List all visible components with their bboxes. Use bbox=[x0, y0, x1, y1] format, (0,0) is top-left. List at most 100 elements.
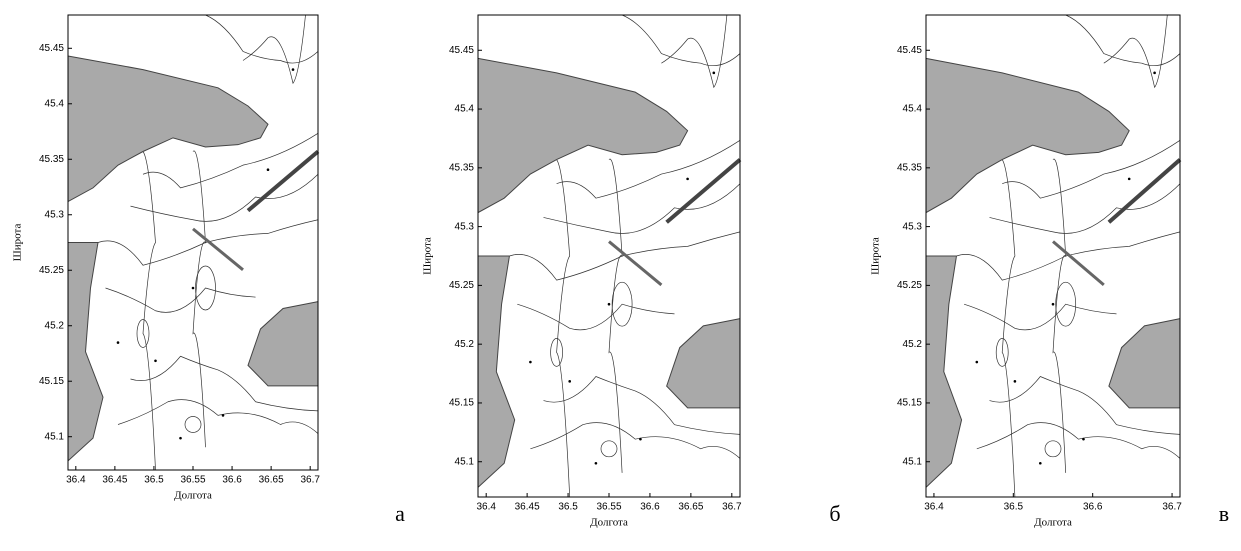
y-tick-label: 45.1 bbox=[903, 456, 923, 467]
contour-loop bbox=[184, 416, 202, 433]
y-tick-label: 45.2 bbox=[903, 339, 923, 350]
y-tick-label: 45.4 bbox=[455, 104, 475, 115]
land bbox=[925, 57, 1130, 214]
contour-line bbox=[142, 133, 319, 189]
contour-loop bbox=[136, 319, 150, 348]
contour-line bbox=[989, 376, 1181, 435]
x-tick-label: 36.4 bbox=[476, 502, 496, 513]
station-dot bbox=[568, 380, 571, 383]
contour-loop bbox=[195, 265, 216, 311]
y-tick-label: 45.1 bbox=[455, 456, 475, 467]
station-dot bbox=[1127, 177, 1131, 181]
station-dot bbox=[529, 360, 532, 364]
contour-line bbox=[530, 422, 741, 459]
island bbox=[1052, 240, 1105, 287]
spit bbox=[1107, 158, 1182, 224]
station-dot bbox=[607, 302, 611, 306]
station-dot bbox=[221, 414, 225, 417]
panel-label: б bbox=[829, 501, 840, 526]
contour-loop bbox=[995, 338, 1009, 367]
station-dot bbox=[179, 436, 182, 440]
station-dot bbox=[975, 360, 979, 364]
y-axis-label: Широта bbox=[870, 237, 882, 275]
x-tick-label: 36.7 bbox=[722, 502, 742, 513]
station-dot bbox=[594, 461, 598, 465]
y-tick-label: 45.45 bbox=[897, 45, 922, 56]
station-dot bbox=[686, 177, 689, 181]
y-tick-label: 45.25 bbox=[897, 280, 922, 291]
land bbox=[925, 255, 963, 489]
station-dot bbox=[639, 437, 642, 441]
contour-line bbox=[105, 287, 256, 313]
land bbox=[477, 57, 689, 214]
x-tick-label: 36.65 bbox=[678, 502, 703, 513]
y-tick-label: 45.3 bbox=[903, 221, 923, 232]
contour-line bbox=[242, 14, 306, 85]
contour-line bbox=[989, 183, 1181, 234]
x-tick-label: 36.6 bbox=[640, 502, 660, 513]
land bbox=[1108, 318, 1181, 409]
y-tick-label: 45.35 bbox=[449, 162, 474, 173]
x-tick-label: 36.7 bbox=[1162, 502, 1182, 513]
contour-line bbox=[1002, 140, 1181, 199]
y-axis-label: Широта bbox=[12, 224, 24, 262]
y-tick-label: 45.3 bbox=[455, 221, 475, 232]
contour-line bbox=[192, 150, 206, 448]
y-tick-label: 45.35 bbox=[897, 162, 922, 173]
contour-loop bbox=[1044, 440, 1062, 458]
contour-line bbox=[543, 183, 741, 234]
contour-loop bbox=[550, 338, 563, 367]
x-axis-label: Долгота bbox=[1034, 517, 1072, 529]
station-dot bbox=[1013, 380, 1017, 383]
y-tick-label: 45.1 bbox=[45, 431, 65, 442]
contour-line bbox=[556, 159, 571, 498]
y-tick-label: 45.4 bbox=[903, 104, 923, 115]
contour-line bbox=[1052, 158, 1067, 473]
x-tick-label: 36.5 bbox=[1004, 502, 1024, 513]
map-panel bbox=[477, 14, 742, 498]
x-tick-label: 36.4 bbox=[924, 502, 944, 513]
spit bbox=[665, 158, 742, 224]
contour-line bbox=[963, 303, 1117, 331]
contour-line bbox=[130, 174, 319, 222]
y-tick-label: 45.4 bbox=[45, 98, 65, 109]
x-tick-label: 36.5 bbox=[144, 475, 164, 486]
island bbox=[608, 240, 663, 287]
land bbox=[666, 318, 741, 409]
contour-line bbox=[205, 14, 319, 64]
contour-line bbox=[1001, 159, 1016, 498]
island bbox=[192, 227, 244, 271]
x-axis-label: Долгота bbox=[174, 490, 212, 502]
contour-line bbox=[556, 140, 741, 199]
station-dot bbox=[191, 286, 195, 290]
y-tick-label: 45.45 bbox=[39, 43, 64, 54]
station-dot bbox=[1082, 437, 1085, 441]
y-axis-label: Широта bbox=[422, 237, 434, 275]
x-tick-label: 36.4 bbox=[66, 475, 86, 486]
land bbox=[247, 301, 319, 387]
station-dot bbox=[1153, 71, 1156, 75]
x-tick-label: 36.6 bbox=[1083, 502, 1103, 513]
y-tick-label: 45.35 bbox=[39, 154, 64, 165]
x-tick-label: 36.65 bbox=[259, 475, 284, 486]
contour-line bbox=[142, 151, 156, 471]
contour-line bbox=[130, 355, 319, 412]
y-tick-label: 45.15 bbox=[449, 398, 474, 409]
station-dot bbox=[291, 68, 295, 71]
x-tick-label: 36.55 bbox=[180, 475, 205, 486]
station-dot bbox=[712, 71, 716, 75]
x-tick-label: 36.6 bbox=[222, 475, 242, 486]
station-dot bbox=[266, 168, 270, 171]
x-tick-label: 36.45 bbox=[102, 475, 127, 486]
contour-loop bbox=[600, 440, 618, 458]
contour-line bbox=[661, 14, 728, 89]
contour-loop bbox=[611, 281, 633, 327]
contour-line bbox=[517, 303, 675, 331]
x-tick-label: 36.5 bbox=[558, 502, 578, 513]
x-axis-label: Долгота bbox=[590, 517, 628, 529]
plot-frame bbox=[925, 14, 1181, 498]
x-tick-label: 36.7 bbox=[300, 475, 320, 486]
y-tick-label: 45.25 bbox=[449, 280, 474, 291]
contour-loop bbox=[1055, 281, 1077, 327]
